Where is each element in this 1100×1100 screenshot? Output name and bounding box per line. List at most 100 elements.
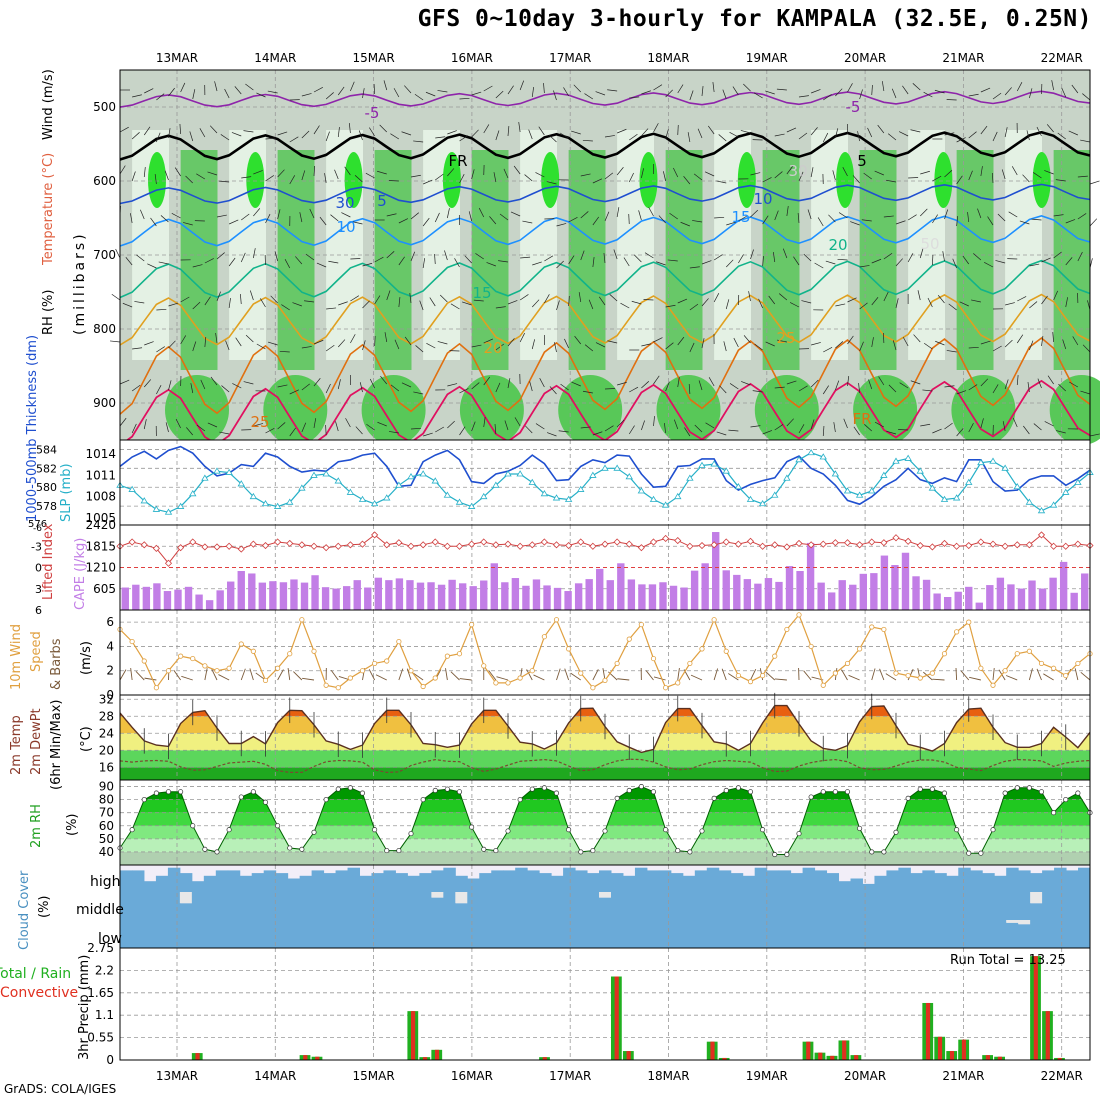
wind-barb <box>786 127 797 133</box>
wind-marker <box>384 658 390 664</box>
slp-marker <box>322 470 330 477</box>
temp-label-2: 2m DewPt <box>29 708 44 775</box>
wind-marker <box>735 672 741 679</box>
wind-barb <box>410 251 416 262</box>
cape-bar <box>606 580 614 610</box>
wind-barb <box>1080 390 1091 395</box>
li-label: Lifted Index <box>41 523 56 600</box>
li-marker <box>322 544 330 552</box>
cloud-cell <box>431 920 444 948</box>
wind-barb <box>131 132 140 140</box>
wind-barb <box>874 170 885 176</box>
cloud-cell <box>646 870 660 892</box>
wind-barb <box>603 253 606 264</box>
rh-lowlevel-blob <box>558 375 623 445</box>
rh-marker <box>760 827 766 833</box>
slp-marker <box>783 474 791 481</box>
wind-barb <box>154 174 157 185</box>
wind-barb <box>680 221 691 227</box>
cloud-cell <box>155 892 169 920</box>
wind-barb <box>241 176 252 179</box>
wind-barb <box>483 417 486 428</box>
temp-tick-label: 28 <box>99 709 114 723</box>
wind-barb <box>174 167 181 177</box>
cloud-cell <box>155 920 169 948</box>
rh-tick-label: 40 <box>99 845 114 859</box>
wind-barb <box>507 85 514 95</box>
rh-column-light <box>714 130 727 360</box>
wind-barb <box>798 424 805 434</box>
wind-barb <box>693 173 703 181</box>
li-marker <box>443 542 451 550</box>
wind-barb <box>284 259 291 269</box>
wind-barb <box>216 291 221 302</box>
wind-barb <box>874 421 885 428</box>
wind-marker <box>299 617 305 623</box>
wind-barb <box>507 378 511 389</box>
wind-barb <box>604 211 610 222</box>
wind-barb <box>267 90 278 94</box>
wind-barb <box>471 169 475 180</box>
rh-marker <box>178 789 184 795</box>
cloud-cell <box>790 892 804 920</box>
wind-barb <box>549 386 557 395</box>
wind-barb <box>689 266 700 269</box>
li-marker <box>1013 541 1021 549</box>
wind-barb <box>1047 375 1054 385</box>
rh-marker <box>311 829 317 835</box>
rh-marker <box>784 851 790 858</box>
wind-barb <box>616 167 624 176</box>
cloud-label-1: Cloud Cover <box>17 870 32 950</box>
wind-barb <box>1016 82 1023 92</box>
li-marker <box>662 534 670 543</box>
cloud-cell <box>539 920 552 948</box>
cloud-cell <box>419 873 432 892</box>
date-label-bottom: 13MAR <box>156 1069 198 1083</box>
li-marker <box>577 538 585 546</box>
wind-barb <box>1082 344 1091 353</box>
wind-barb <box>231 132 242 137</box>
precip-tick-label: 1.1 <box>95 1008 114 1022</box>
cloud-cell <box>694 870 708 892</box>
cape-bar <box>933 593 941 610</box>
wind-marker <box>311 648 317 654</box>
cloud-cell <box>898 920 911 948</box>
wind-barb <box>514 417 521 427</box>
cloud-cell <box>287 878 301 892</box>
wind-barb <box>483 376 491 386</box>
rh-band <box>120 851 1090 865</box>
cloud-cell <box>1006 867 1019 892</box>
wind-barb <box>721 668 727 681</box>
wind-barb <box>729 131 739 138</box>
wind-barb <box>726 221 736 226</box>
wind-barb <box>973 253 982 261</box>
wind-barb <box>1044 421 1054 427</box>
wind-barb <box>478 207 485 218</box>
wind-barb <box>752 390 763 393</box>
li-marker <box>819 540 827 548</box>
upper-label-wind: Wind (m/s) <box>41 69 56 140</box>
wind-barb <box>1069 381 1079 388</box>
rh-marker <box>675 848 681 854</box>
wind-barb <box>920 423 931 427</box>
wind-barb <box>475 253 484 260</box>
cloud-cell <box>730 920 744 948</box>
wind-barb <box>410 212 419 220</box>
cloud-cell <box>539 873 552 892</box>
li-marker <box>746 537 755 545</box>
rh-marker <box>262 799 269 805</box>
cloud-cell <box>1054 892 1067 920</box>
cloud-cell <box>275 873 289 892</box>
rh-marker <box>517 797 523 803</box>
cape-bar <box>427 582 435 610</box>
cloud-cell <box>910 920 923 948</box>
wind-barb <box>968 170 973 181</box>
wind-barb <box>486 262 497 267</box>
cloud-cell <box>670 873 684 892</box>
wind-barb <box>888 133 897 141</box>
wind-barb <box>968 93 979 97</box>
rh-column-light <box>629 130 642 360</box>
cloud-cell <box>323 873 337 892</box>
cloud-cell <box>551 875 564 892</box>
